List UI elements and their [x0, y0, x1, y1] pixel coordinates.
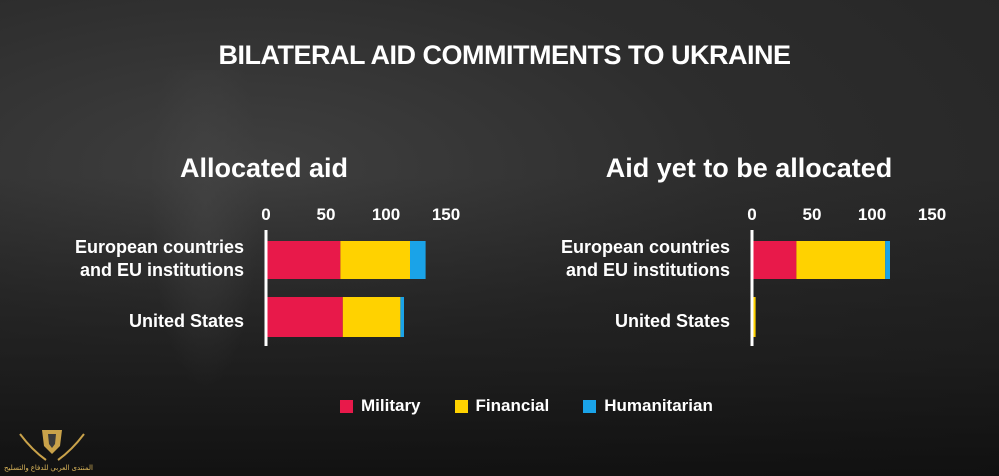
legend-item-humanitarian: Humanitarian [583, 396, 713, 416]
bar-segment-humanitarian [410, 241, 426, 279]
chart-title-unallocated: Aid yet to be allocated [606, 153, 893, 183]
legend-label-military: Military [361, 396, 421, 415]
legend-item-financial: Financial [454, 396, 550, 416]
bar-segment-financial [342, 297, 401, 337]
legend: Military Financial Humanitarian [340, 396, 713, 416]
bar-segment-humanitarian [400, 297, 404, 337]
bar-segment-humanitarian [885, 241, 890, 279]
legend-swatch-military [340, 399, 353, 413]
category-label: and EU institutions [566, 260, 730, 280]
legend-item-military: Military [340, 396, 421, 416]
bar-segment-financial [796, 241, 886, 279]
x-tick-label: 0 [747, 205, 756, 224]
legend-label-financial: Financial [475, 396, 550, 415]
category-label: European countries [561, 237, 730, 257]
category-label: and EU institutions [80, 260, 244, 280]
bar-segment-military [266, 241, 341, 279]
forum-logo [19, 430, 85, 461]
legend-swatch-financial [454, 399, 468, 413]
category-label: European countries [75, 237, 244, 257]
category-label: United States [129, 311, 244, 331]
legend-swatch-humanitarian [583, 399, 597, 413]
background-statue [150, 70, 260, 390]
x-tick-label: 50 [803, 205, 822, 224]
x-tick-label: 50 [317, 205, 336, 224]
category-label: United States [615, 311, 730, 331]
bar-segment-financial [340, 241, 410, 279]
legend-label-humanitarian: Humanitarian [604, 396, 713, 415]
bar-segment-military [266, 297, 343, 337]
x-tick-label: 0 [261, 205, 270, 224]
x-tick-label: 150 [432, 205, 460, 224]
x-tick-label: 100 [858, 205, 886, 224]
page-title: BILATERAL AID COMMITMENTS TO UKRAINE [218, 40, 791, 70]
x-tick-label: 100 [372, 205, 400, 224]
bar-segment-military [752, 241, 797, 279]
logo-text: المنتدى العربي للدفاع والتسليح [4, 465, 93, 472]
x-tick-label: 150 [918, 205, 946, 224]
bar-segment-financial [752, 297, 756, 337]
chart-title-allocated: Allocated aid [180, 153, 348, 183]
